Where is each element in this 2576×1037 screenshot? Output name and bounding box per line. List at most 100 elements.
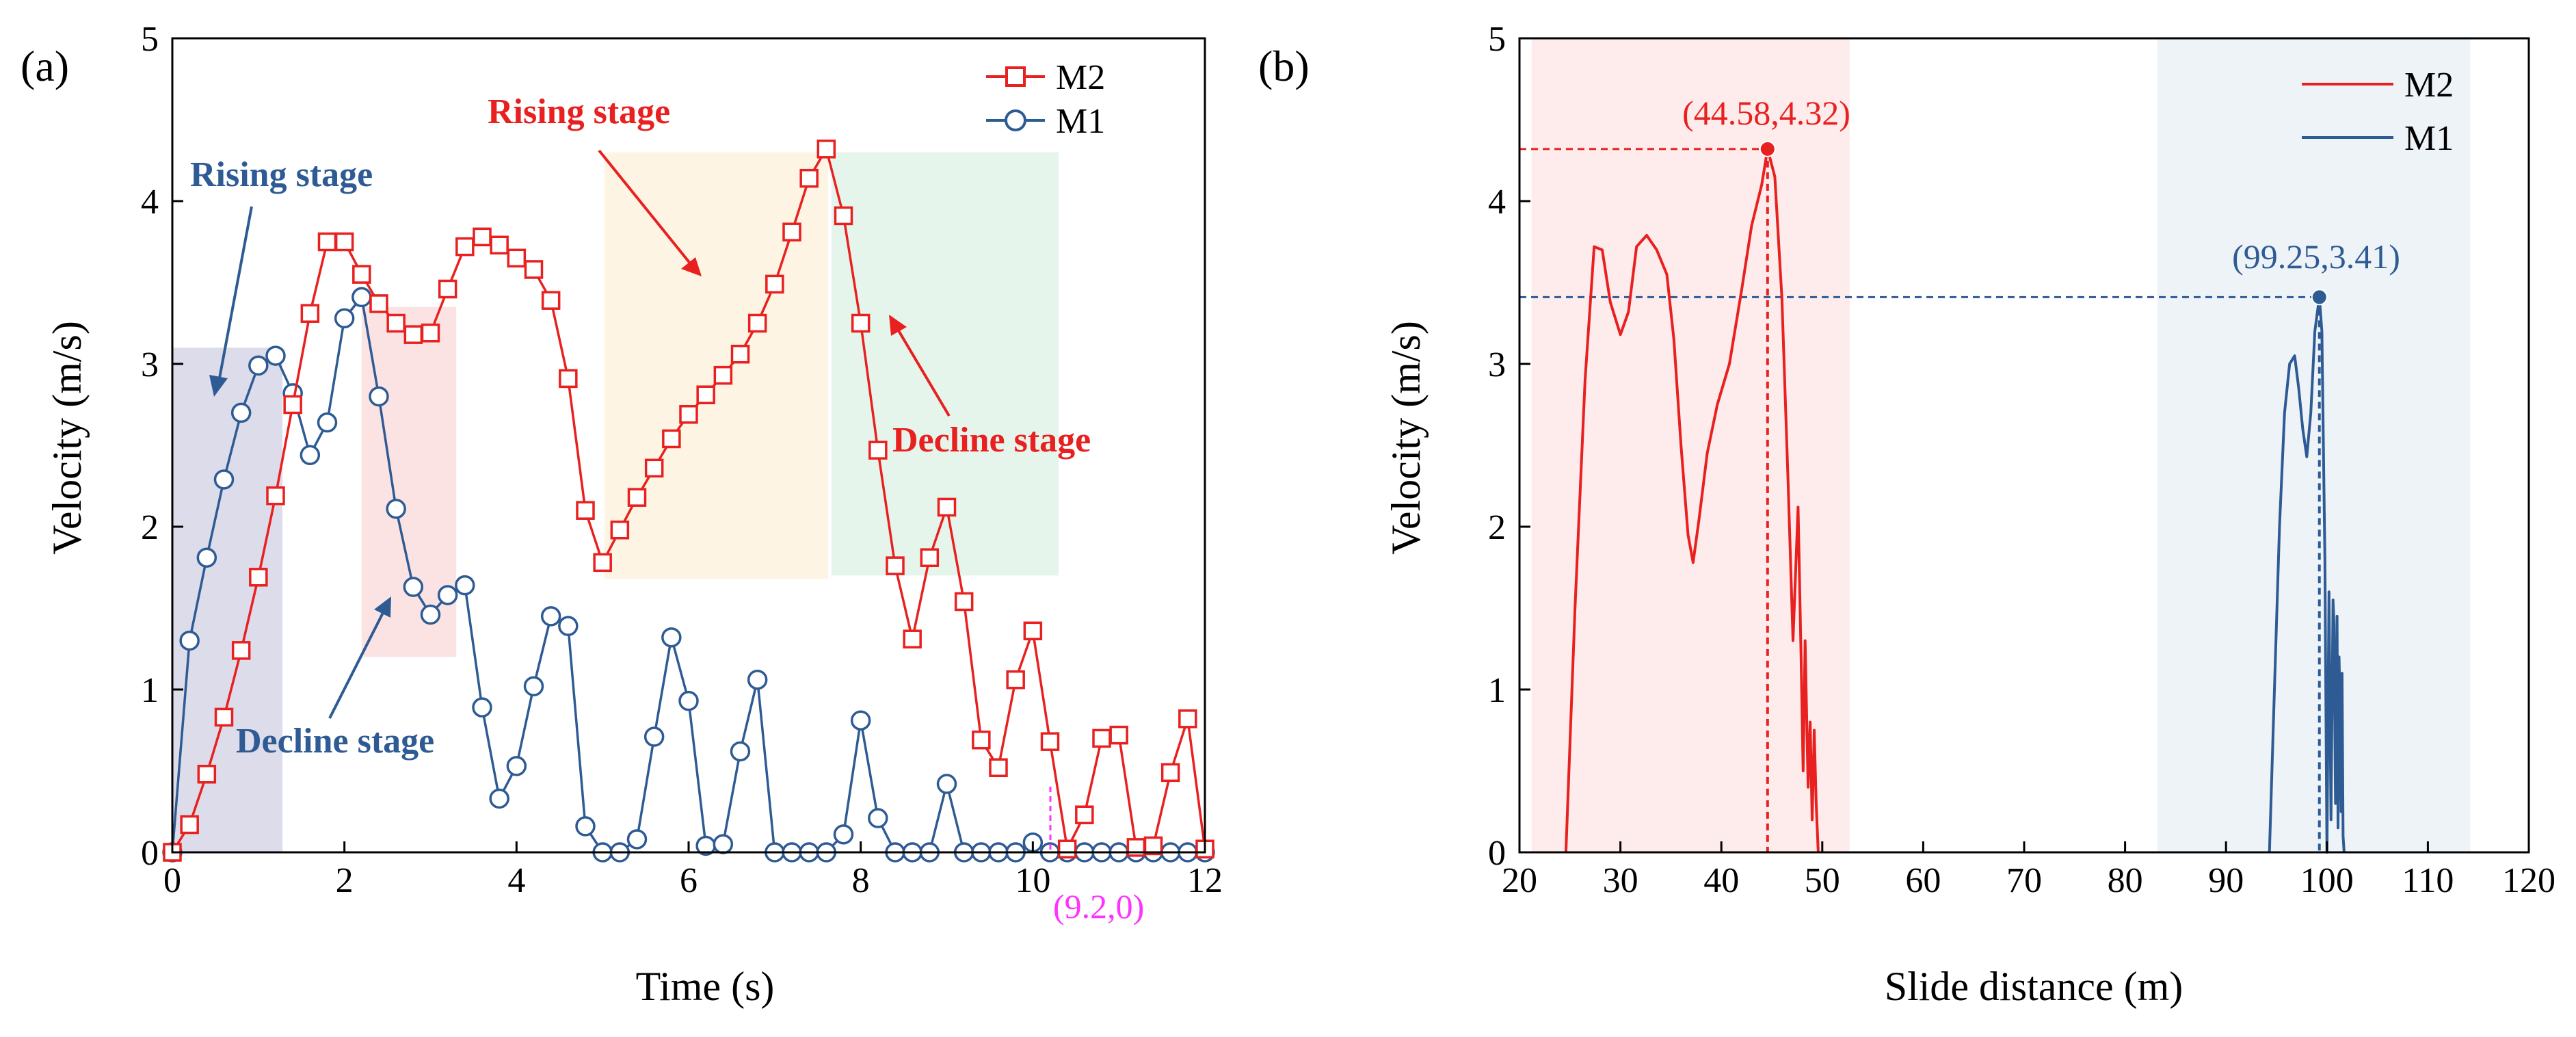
series-m1-point — [403, 577, 424, 597]
panel-b-axis-ticks: 20 30 40 50 60 70 80 90 100 110 120 0 1 2 3 4 5 — [1488, 20, 2555, 900]
series-m2-point — [300, 304, 320, 323]
series-m2-point — [920, 548, 940, 567]
series-m1-point — [437, 585, 458, 605]
peak-label-m2: (44.58,4.32) — [1682, 94, 1850, 132]
annotation-m1-rising-stage: Rising stage — [190, 155, 373, 194]
series-m1-point — [747, 669, 768, 690]
legend-m1-marker — [1005, 109, 1026, 131]
panel-b-y-tick-label: 5 — [1488, 20, 1506, 59]
panel-b-shaded-regions — [1531, 38, 2471, 852]
series-m2-point — [972, 731, 991, 750]
series-m1-point — [506, 756, 527, 776]
series-m2-point — [868, 441, 888, 460]
series-m2-point — [559, 369, 578, 389]
series-m2-point — [507, 248, 527, 268]
series-m1-point — [850, 710, 871, 731]
panel-b-x-tick-label: 30 — [1603, 861, 1638, 900]
series-m2-point — [403, 325, 423, 344]
series-m1-point — [317, 412, 338, 433]
series-m2-point — [954, 592, 974, 612]
series-m2-point — [1160, 763, 1180, 783]
arrowhead-m2-rising-stage — [681, 257, 702, 276]
stage-shaded-region — [361, 306, 457, 657]
series-m2-point — [834, 206, 853, 226]
panel-a-y-tick-label: 2 — [141, 508, 159, 547]
series-m1-curve — [2268, 296, 2346, 854]
arrowhead-m2-decline-stage — [889, 315, 907, 336]
panel-b-x-tick-label: 110 — [2402, 861, 2454, 900]
series-m1-point — [300, 445, 321, 466]
series-m2-point — [473, 227, 492, 247]
series-m1-point — [489, 788, 509, 809]
series-m1-point — [265, 345, 286, 366]
series-m1-point — [196, 547, 217, 568]
series-m2-point — [886, 556, 905, 575]
series-m2-shaded-region — [1531, 38, 1850, 852]
panel-b-label: (b) — [1258, 42, 1310, 90]
legend-m2-marker — [1005, 66, 1026, 87]
series-m1-point — [730, 741, 751, 762]
series-m2-point — [679, 405, 698, 424]
series-m2-point — [851, 313, 871, 333]
series-m1-point — [661, 627, 682, 648]
series-m2-point — [696, 385, 715, 404]
panel-b-legend: M2 M1 — [2302, 66, 2454, 158]
series-m1-point — [713, 834, 734, 854]
annotation-endpoint-label: (9.2,0) — [1053, 887, 1144, 926]
peak-label-m1: (99.25,3.41) — [2232, 237, 2400, 276]
series-m1-point — [575, 816, 596, 837]
series-m1-point — [230, 402, 252, 423]
series-m2-point — [662, 429, 681, 449]
series-m1-point — [455, 575, 475, 596]
panel-a-x-tick-label: 6 — [680, 861, 698, 900]
series-m2-point — [576, 501, 595, 520]
series-m2-point — [747, 313, 767, 333]
series-m2-point — [1075, 805, 1094, 825]
series-m2-point — [1109, 725, 1128, 745]
panel-b-x-tick-label: 40 — [1703, 861, 1739, 900]
panel-a-x-tick-label: 4 — [507, 861, 525, 900]
series-m1-point — [936, 774, 957, 794]
series-m1-point — [833, 824, 854, 845]
legend-m1-label: M1 — [1056, 102, 1105, 141]
series-m2-point — [799, 168, 819, 188]
panel-a-series — [162, 140, 1215, 863]
series-m2-point — [1178, 709, 1197, 728]
series-m2-point — [524, 260, 544, 279]
series-m2-point — [1006, 670, 1025, 690]
panel-a-y-tick-label: 1 — [141, 671, 159, 710]
panel-a-x-tick-label: 2 — [336, 861, 354, 900]
series-m2-point — [334, 232, 354, 252]
series-m1-point — [540, 606, 561, 627]
panel-a-x-tick-label: 10 — [1015, 861, 1050, 900]
series-m2-point — [317, 232, 337, 252]
series-m2-point — [214, 707, 234, 727]
series-m1-shaded-region — [2157, 38, 2471, 852]
panel-b-y-tick-label: 2 — [1488, 508, 1506, 547]
panel-b-y-axis-label: Velocity (m/s) — [1383, 321, 1429, 555]
panel-a-y-tick-label: 0 — [141, 834, 159, 873]
arrow-m2-rising-stage — [598, 149, 692, 265]
legend-m2-label: M2 — [1056, 58, 1105, 97]
series-m2-point — [180, 815, 199, 835]
series-m2-point — [421, 324, 440, 343]
series-m2-point — [197, 765, 217, 784]
panel-b-x-tick-label: 50 — [1805, 861, 1840, 900]
arrowhead-m1-rising-stage — [209, 375, 228, 397]
series-m1-point — [369, 386, 389, 407]
panel-a-x-tick-label: 0 — [163, 861, 181, 900]
panel-b-x-tick-label: 80 — [2108, 861, 2143, 900]
series-m1-point — [334, 308, 355, 329]
panel-a-label: (a) — [21, 42, 69, 90]
panel-b-x-tick-label: 90 — [2208, 861, 2244, 900]
panel-b-y-tick-label: 4 — [1488, 183, 1506, 222]
series-m2-point — [627, 488, 647, 507]
series-m2-point — [1143, 836, 1163, 856]
panel-a-x-tick-label: 12 — [1187, 861, 1223, 900]
panel-b: 20 30 40 50 60 70 80 90 100 110 120 0 1 2 3 4 5 (b) Slid… — [1258, 20, 2555, 1009]
stage-shaded-region — [172, 347, 283, 852]
series-m2-point — [1057, 839, 1077, 858]
series-m1-point — [472, 697, 492, 718]
